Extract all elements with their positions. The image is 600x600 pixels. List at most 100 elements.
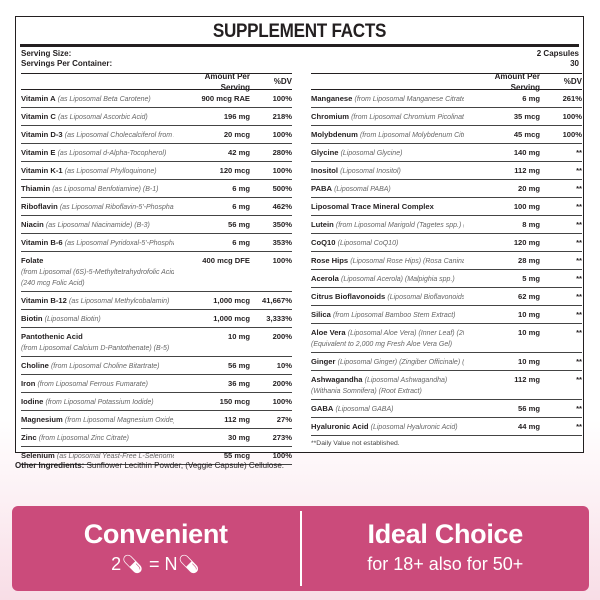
nutrient-name: Glycine bbox=[311, 148, 339, 157]
capsule-count: 2 bbox=[111, 554, 122, 574]
nutrient-amount: 10 mg bbox=[518, 328, 540, 337]
nutrient-dv: 100% bbox=[272, 256, 292, 265]
nutrient-source: (from Liposomal Molybdenum Citrate) bbox=[359, 132, 464, 139]
nutrient-source: (from Liposomal Marigold (Tagetes spp.) … bbox=[335, 222, 464, 229]
nutrient-amount: 10 mg bbox=[518, 310, 540, 319]
nutrient-source: (as Liposomal Phylloquinone) bbox=[64, 168, 157, 175]
nutrient-dv: 100% bbox=[562, 112, 582, 121]
other-ingredients-label: Other Ingredients: bbox=[15, 461, 85, 470]
ideal-choice-title: Ideal Choice bbox=[367, 519, 524, 549]
nutrient-dv: 462% bbox=[272, 202, 292, 211]
nutrient-dv: ** bbox=[576, 184, 582, 193]
footnote: **Daily Value not established. bbox=[311, 440, 400, 447]
nutrient-row: Vitamin A (as Liposomal Beta Carotene) 90… bbox=[21, 90, 292, 108]
nutrient-row: Vitamin E (as Liposomal d-Alpha-Tocopher… bbox=[21, 144, 292, 162]
nutrient-amount: 10 mg bbox=[518, 357, 540, 366]
nutrient-dv: 500% bbox=[272, 184, 292, 193]
nutrient-source: (Liposomal CoQ10) bbox=[337, 240, 399, 247]
nutrient-dv: ** bbox=[576, 328, 582, 337]
nutrient-row: Zinc (from Liposomal Zinc Citrate) 30 mg 2… bbox=[21, 429, 292, 447]
nutrient-dv: ** bbox=[576, 220, 582, 229]
nutrient-dv: 27% bbox=[276, 415, 292, 424]
nutrient-source: (as Liposomal Cholecalciferol from Algae… bbox=[64, 132, 174, 139]
nutrient-dv: 10% bbox=[276, 361, 292, 370]
nutrient-amount: 20 mg bbox=[518, 184, 540, 193]
nutrient-row: Ashwagandha (Liposomal Ashwagandha) (With… bbox=[311, 371, 582, 400]
nutrient-name: GABA bbox=[311, 404, 334, 413]
nutrient-dv: 100% bbox=[272, 94, 292, 103]
nutrient-source: (from Liposomal Choline Bitartrate) bbox=[50, 363, 160, 370]
nutrient-row: Acerola (Liposomal Acerola) (Malpighia s… bbox=[311, 270, 582, 288]
ideal-choice-section: Ideal Choice for 18+ also for 50+ bbox=[302, 506, 590, 591]
nutrient-name: Iodine bbox=[21, 397, 44, 406]
nutrient-source: (Liposomal Rose Hips) (Rosa Canina) (Fru… bbox=[350, 258, 464, 265]
nutrient-row: PABA (Liposomal PABA) 20 mg ** bbox=[311, 180, 582, 198]
nutrient-source: (Liposomal Acerola) (Malpighia spp.) bbox=[340, 276, 455, 283]
nutrient-source-line: (from Liposomal (6S)-5-Methyltetrahydrof… bbox=[21, 269, 174, 276]
nutrient-source: (as Liposomal Ascorbic Acid) bbox=[58, 114, 148, 121]
nutrient-source: (from Liposomal Chromium Picolinate) bbox=[351, 114, 464, 121]
nutrient-amount: 30 mg bbox=[228, 433, 250, 442]
nutrient-amount: 62 mg bbox=[518, 292, 540, 301]
nutrient-source: (from Liposomal Manganese Citrate) bbox=[354, 96, 464, 103]
nutrient-name: Manganese bbox=[311, 94, 353, 103]
nutrient-name: Ashwagandha bbox=[311, 375, 363, 384]
column-header: Amount Per Serving %DV bbox=[311, 71, 582, 92]
nutrient-dv: 350% bbox=[272, 220, 292, 229]
serving-size-label: Serving Size: bbox=[21, 49, 72, 58]
nutrient-dv: 100% bbox=[562, 130, 582, 139]
convenient-title: Convenient bbox=[83, 519, 228, 549]
nutrient-row: Inositol (Liposomal Inositol) 112 mg ** bbox=[311, 162, 582, 180]
nutrient-amount: 56 mg bbox=[228, 361, 250, 370]
nutrient-row: Folate (from Liposomal (6S)-5-Methyltetr… bbox=[21, 252, 292, 292]
nutrient-amount: 1,000 mcg bbox=[213, 314, 250, 323]
nutrient-name: Choline bbox=[21, 361, 49, 370]
nutrient-dv: ** bbox=[576, 375, 582, 384]
amount-header: Amount Per Serving bbox=[494, 71, 540, 92]
convenient-subtitle: 2💊︎ = N💊︎ bbox=[12, 554, 300, 575]
nutrient-amount: 5 mg bbox=[522, 274, 540, 283]
nutrient-dv: ** bbox=[576, 148, 582, 157]
nutrient-source-line: (from Liposomal Calcium D-Pantothenate) … bbox=[21, 345, 170, 352]
nutrient-name: PABA bbox=[311, 184, 332, 193]
nutrient-source: (Liposomal Aloe Vera) (Inner Leaf) (200:… bbox=[347, 330, 464, 337]
servings-per-container-label: Servings Per Container: bbox=[21, 59, 113, 68]
nutrient-name: Zinc bbox=[21, 433, 37, 442]
nutrient-name: Hyaluronic Acid bbox=[311, 422, 369, 431]
banner-divider bbox=[299, 511, 302, 586]
nutrient-dv: 100% bbox=[272, 451, 292, 460]
nutrient-dv: 200% bbox=[272, 379, 292, 388]
nutrient-row: Glycine (Liposomal Glycine) 140 mg ** bbox=[311, 144, 582, 162]
other-ingredients: Other Ingredients: Sunflower Lecithin Po… bbox=[15, 461, 284, 470]
nutrient-name: Pantothenic Acid bbox=[21, 332, 83, 341]
nutrient-name: Selenium bbox=[21, 451, 55, 460]
nutrient-source: (Liposomal GABA) bbox=[335, 406, 394, 413]
nutrient-row: Ginger (Liposomal Ginger) (Zingiber Offi… bbox=[311, 353, 582, 371]
nutrient-source-line: (240 mcg Folic Acid) bbox=[21, 280, 85, 287]
nutrient-dv: ** bbox=[576, 238, 582, 247]
nutrient-dv: ** bbox=[576, 292, 582, 301]
feature-banner: Convenient 2💊︎ = N💊︎ Ideal Choice for 18… bbox=[12, 506, 589, 591]
nutrient-row: Niacin (as Liposomal Niacinamide) (B-3) 5… bbox=[21, 216, 292, 234]
nutrient-row: Iodine (from Liposomal Potassium Iodide)… bbox=[21, 393, 292, 411]
thick-divider bbox=[20, 44, 579, 47]
nutrient-name: Citrus Bioflavonoids bbox=[311, 292, 386, 301]
nutrient-name: Vitamin B-12 bbox=[21, 296, 67, 305]
right-nutrient-column: Amount Per Serving %DV Manganese (from Lip… bbox=[311, 71, 582, 447]
nutrient-row: Vitamin K-1 (as Liposomal Phylloquinone)… bbox=[21, 162, 292, 180]
nutrient-source: (as Liposomal Pyridoxal-5'-Phosphate) (P… bbox=[64, 240, 174, 247]
nutrient-dv: 353% bbox=[272, 238, 292, 247]
nutrient-amount: 10 mg bbox=[228, 332, 250, 341]
nutrient-source: (from Liposomal Ferrous Fumarate) bbox=[37, 381, 148, 388]
nutrient-row: Citrus Bioflavonoids (Liposomal Bioflavo… bbox=[311, 288, 582, 306]
nutrient-source: (Liposomal Hyaluronic Acid) bbox=[370, 424, 458, 431]
nutrient-amount: 196 mg bbox=[223, 112, 250, 121]
nutrient-row: Pantothenic Acid (from Liposomal Calcium… bbox=[21, 328, 292, 357]
nutrient-source: (Liposomal Biotin) bbox=[44, 316, 101, 323]
nutrient-amount: 28 mg bbox=[518, 256, 540, 265]
ideal-choice-subtitle: for 18+ also for 50+ bbox=[367, 554, 524, 574]
nutrient-name: Thiamin bbox=[21, 184, 51, 193]
nutrient-name: Riboflavin bbox=[21, 202, 58, 211]
nutrient-row: CoQ10 (Liposomal CoQ10) 120 mg ** bbox=[311, 234, 582, 252]
nutrient-amount: 900 mcg RAE bbox=[201, 94, 250, 103]
